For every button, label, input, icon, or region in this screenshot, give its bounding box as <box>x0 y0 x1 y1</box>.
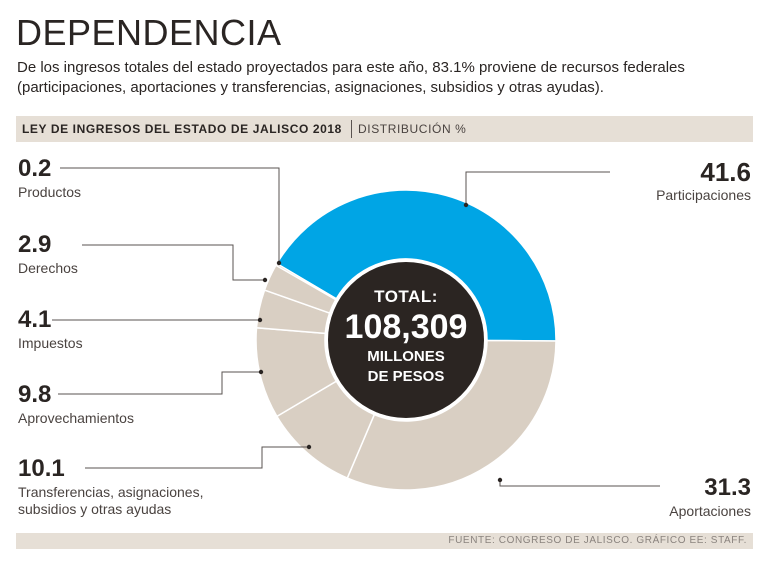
chart-header-band: LEY DE INGRESOS DEL ESTADO DE JALISCO 20… <box>16 116 753 142</box>
leader-dot <box>258 369 264 375</box>
label-transferencias: 10.1 Transferencias, asignaciones, subsi… <box>18 456 218 518</box>
leader-line <box>85 446 309 469</box>
leader-lines <box>52 167 660 487</box>
center-line-amount: 108,309 <box>344 308 468 346</box>
label-value: 2.9 <box>18 231 52 258</box>
label-productos: 0.2 Productos <box>18 156 81 201</box>
label-name: Aprovechamientos <box>18 410 134 426</box>
leader-dot <box>262 277 268 283</box>
label-name: Participaciones <box>656 187 751 203</box>
center-line-currency: DE PESOS <box>367 368 445 385</box>
source-footer: FUENTE: CONGRESO DE JALISCO. GRÁFICO EE:… <box>16 533 753 549</box>
leader-line <box>58 371 261 395</box>
label-name: Transferencias, asignaciones, subsidios … <box>18 484 204 517</box>
label-name: Impuestos <box>18 335 83 351</box>
leader-line <box>82 244 265 281</box>
label-value: 31.3 <box>704 474 751 501</box>
center-line-total: TOTAL: <box>374 287 438 306</box>
label-value: 9.8 <box>18 381 52 408</box>
label-value: 4.1 <box>18 306 52 333</box>
label-impuestos: 4.1 Impuestos <box>18 307 83 352</box>
leader-dot <box>306 444 312 450</box>
label-name: Aportaciones <box>669 503 751 519</box>
leader-dot <box>276 260 282 266</box>
label-name: Derechos <box>18 260 78 276</box>
donut-slice-participaciones <box>275 189 557 342</box>
chart-subtitle: DISTRIBUCIÓN % <box>358 122 467 136</box>
donut-slices <box>255 189 557 491</box>
center-total-label: TOTAL: 108,309 MILLONES DE PESOS <box>334 287 478 387</box>
center-disc <box>328 262 484 418</box>
source-text: FUENTE: CONGRESO DE JALISCO. GRÁFICO EE:… <box>448 535 747 546</box>
label-participaciones: 41.6 Participaciones <box>656 159 751 204</box>
band-divider <box>351 120 352 138</box>
leader-line <box>465 171 610 205</box>
leader-line <box>499 480 660 487</box>
label-value: 10.1 <box>18 455 65 482</box>
label-value: 41.6 <box>700 157 751 187</box>
leader-dot <box>497 477 503 483</box>
donut-slice-productos <box>274 262 338 301</box>
donut-slice-aportaciones <box>346 339 557 491</box>
page-title: DEPENDENCIA <box>16 12 282 53</box>
leader-dot <box>463 202 469 208</box>
label-value: 0.2 <box>18 155 52 182</box>
label-name: Productos <box>18 184 82 200</box>
chart-title: LEY DE INGRESOS DEL ESTADO DE JALISCO 20… <box>22 122 342 136</box>
page-subtitle: De los ingresos totales del estado proye… <box>17 59 685 96</box>
label-derechos: 2.9 Derechos <box>18 232 78 277</box>
center-line-units: MILLONES <box>367 348 445 365</box>
label-aprovechamientos: 9.8 Aprovechamientos <box>18 382 134 427</box>
label-aportaciones: 31.3 Aportaciones <box>669 475 751 520</box>
leader-line <box>60 167 280 263</box>
leader-dot <box>257 317 263 323</box>
